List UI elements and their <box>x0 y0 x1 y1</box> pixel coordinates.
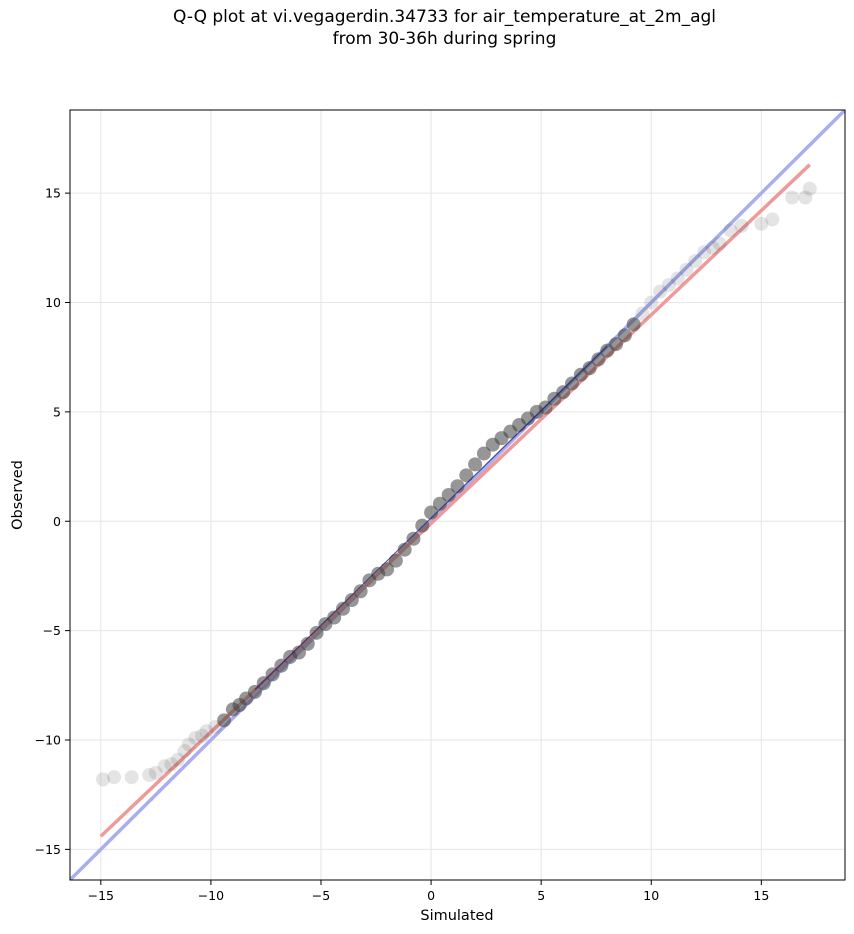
qq-point <box>754 216 769 231</box>
chart-title: Q-Q plot at vi.vegagerdin.34733 for air_… <box>172 7 717 27</box>
qq-point <box>688 253 703 268</box>
qq-point <box>142 768 157 782</box>
qq-point <box>107 770 122 785</box>
chart-subtitle: from 30-36h during spring <box>332 29 557 49</box>
qq-point <box>170 752 185 767</box>
x-tick-label: 5 <box>537 888 545 903</box>
qq-point <box>697 245 712 260</box>
qq-point <box>188 730 203 745</box>
qq-point <box>195 728 210 743</box>
qq-point <box>177 743 192 758</box>
plot-series <box>70 110 845 880</box>
qq-point <box>468 457 483 472</box>
qq-point <box>564 376 579 391</box>
x-axis-ticks: −15 −10 −5 0 5 10 15 <box>88 880 769 903</box>
qq-point <box>582 361 597 376</box>
qq-point <box>274 658 289 673</box>
y-tick-label: 5 <box>53 404 61 419</box>
qq-point <box>644 295 659 310</box>
y-tick-label: 15 <box>45 186 61 201</box>
qq-point <box>217 713 232 728</box>
qq-point <box>397 542 412 557</box>
qq-point <box>802 181 817 196</box>
qq-point <box>459 468 474 483</box>
qq-point <box>670 271 685 286</box>
qq-point <box>309 625 324 640</box>
qq-point <box>765 212 780 227</box>
x-tick-label: 15 <box>753 888 769 903</box>
x-tick-label: 0 <box>427 888 435 903</box>
qq-point <box>344 593 359 607</box>
qq-point <box>591 352 606 367</box>
y-tick-label: −5 <box>43 623 61 638</box>
qq-point <box>734 218 749 233</box>
y-axis-ticks: −15 −10 −5 0 5 10 15 <box>35 186 70 857</box>
qq-point <box>424 505 439 520</box>
qq-point <box>798 190 813 205</box>
grid <box>70 110 845 880</box>
qq-point <box>327 610 342 625</box>
identity-line <box>70 110 845 880</box>
qq-point <box>538 400 553 415</box>
qq-point <box>265 667 280 682</box>
qq-point <box>679 262 694 277</box>
qq-point <box>124 770 139 785</box>
qq-point <box>723 223 738 238</box>
qq-point <box>432 496 447 511</box>
qq-point <box>635 306 650 321</box>
chart-title-block: Q-Q plot at vi.vegagerdin.34733 for air_… <box>0 6 854 50</box>
y-tick-label: 10 <box>45 295 61 310</box>
qq-point <box>353 584 368 599</box>
x-tick-label: −10 <box>198 888 224 903</box>
qq-point <box>199 724 214 739</box>
qq-point <box>300 636 315 651</box>
qq-point <box>609 337 624 352</box>
qq-point <box>476 446 491 461</box>
y-tick-label: −10 <box>35 733 61 748</box>
qq-point <box>181 737 196 752</box>
qq-point <box>626 317 641 332</box>
qq-point <box>661 278 676 292</box>
qq-point <box>388 553 403 568</box>
qq-point <box>256 676 271 691</box>
qq-point <box>705 240 720 255</box>
y-tick-label: 0 <box>53 514 61 529</box>
qq-point <box>556 385 571 400</box>
x-tick-label: −5 <box>312 888 330 903</box>
qq-point <box>291 645 306 660</box>
qq-point <box>441 488 456 502</box>
qq-point <box>617 328 632 343</box>
x-tick-label: −15 <box>88 888 114 903</box>
qq-point <box>336 601 351 616</box>
plot-frame <box>69 109 846 881</box>
x-axis-label: Simulated <box>420 908 493 924</box>
qq-point <box>148 765 163 780</box>
identity-line-overlay <box>254 345 608 691</box>
qq-point <box>157 759 172 774</box>
x-tick-label: 10 <box>643 888 659 903</box>
qq-point <box>96 772 111 787</box>
qq-point <box>712 236 727 251</box>
qq-point <box>247 684 262 699</box>
qq-point <box>450 479 465 494</box>
qq-point <box>415 518 430 533</box>
qq-point <box>653 284 668 299</box>
qq-point <box>164 757 179 772</box>
qq-point <box>406 531 421 546</box>
qq-point <box>380 562 395 577</box>
qq-point <box>785 190 800 205</box>
y-axis-label: Observed <box>10 460 26 530</box>
y-tick-label: −15 <box>35 842 61 857</box>
